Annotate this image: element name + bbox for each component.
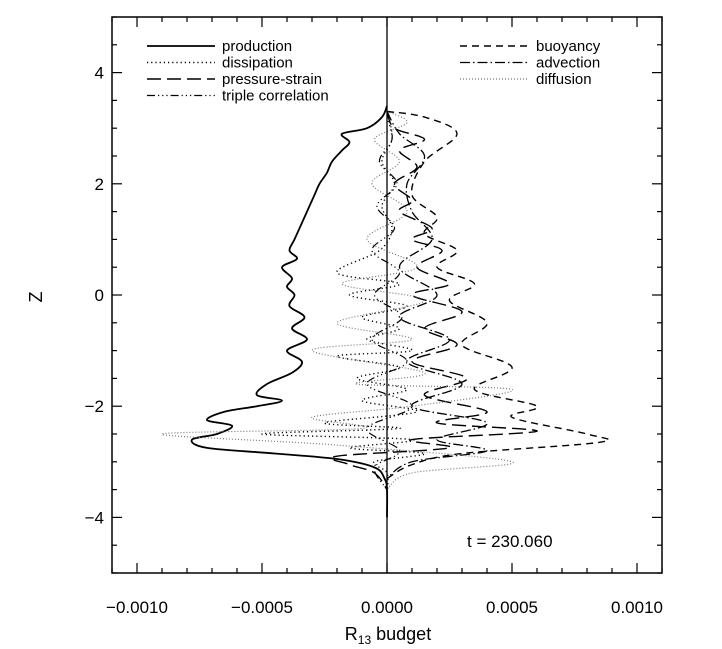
- series-pressure-strain: [330, 111, 538, 491]
- legend-label: production: [222, 38, 292, 55]
- legend-label: dissipation: [222, 55, 293, 72]
- x-tick-label: 0.0000: [361, 598, 413, 617]
- series-layer: [161, 105, 610, 518]
- series-production: [190, 105, 389, 518]
- x-tick-label: 0.0005: [486, 598, 538, 617]
- x-axis-title: R13 budget: [345, 624, 431, 647]
- series-buoyancy: [386, 110, 610, 480]
- legend-label: pressure-strain: [222, 71, 322, 88]
- y-tick-label: 0: [95, 286, 104, 305]
- time-annotation: t = 230.060: [467, 532, 553, 551]
- legend: productiondissipationpressure-straintrip…: [147, 38, 601, 105]
- x-tick-label: −0.0010: [106, 598, 168, 617]
- y-tick-label: −2: [85, 397, 104, 416]
- x-tick-label: 0.0010: [611, 598, 663, 617]
- x-axis-title-subscript: 13: [358, 633, 372, 647]
- y-tick-label: 4: [95, 64, 104, 83]
- legend-label: triple correlation: [222, 88, 329, 105]
- tick-labels-layer: −0.0010 −0.0005 0.0000 0.0005 0.0010 −4 −2 0 2 4: [85, 64, 663, 617]
- series-advection: [386, 111, 488, 480]
- y-axis-title: Z: [26, 292, 46, 303]
- x-axis-title-suffix: budget: [371, 624, 431, 644]
- legend-label: advection: [536, 55, 600, 72]
- x-tick-label: −0.0005: [231, 598, 293, 617]
- series-triple-correlation: [366, 111, 413, 490]
- y-tick-label: −4: [85, 508, 104, 527]
- y-tick-label: 2: [95, 175, 104, 194]
- series-diffusion: [161, 110, 514, 491]
- ticks-layer: [111, 16, 663, 574]
- legend-label: buoyancy: [536, 38, 601, 55]
- series-dissipation: [261, 116, 426, 496]
- x-axis-title-main: R: [345, 624, 358, 644]
- legend-label: diffusion: [536, 71, 592, 88]
